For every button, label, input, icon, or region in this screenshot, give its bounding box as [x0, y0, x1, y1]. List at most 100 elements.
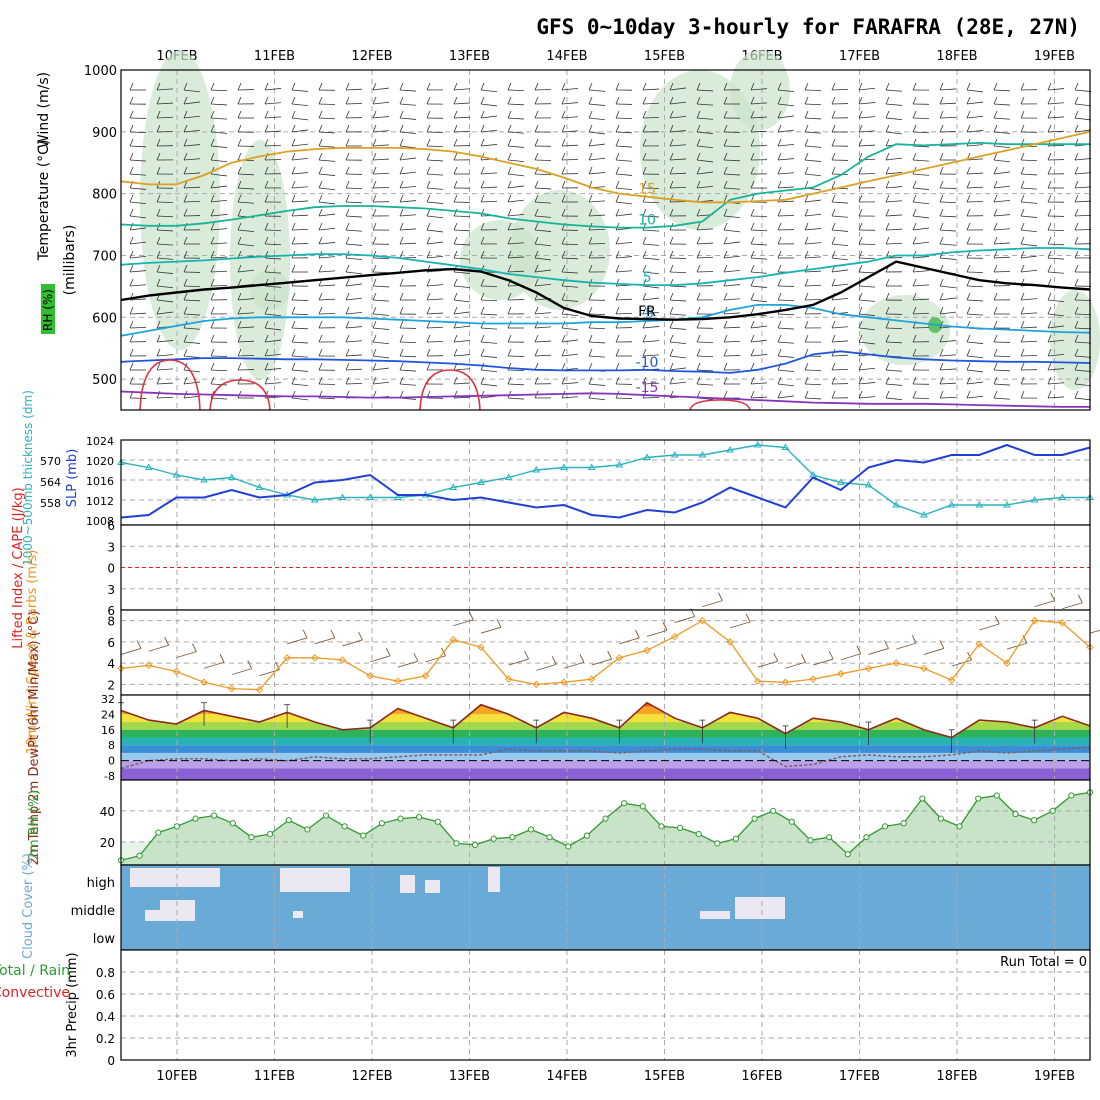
rh-point [993, 792, 1000, 799]
wind-barb [777, 186, 795, 189]
wind-barb [1034, 600, 1055, 608]
wind-barb [129, 312, 147, 315]
wind-barb-flag [183, 138, 188, 147]
wind-barb [858, 158, 876, 161]
wind-barb [237, 173, 255, 176]
wind-barb-flag [777, 152, 782, 161]
wind-barb-flag [831, 390, 836, 399]
rh-point [266, 830, 274, 838]
wind-barb-flag [723, 124, 728, 133]
wind-barb-flag [1074, 124, 1079, 133]
wind-barb [1089, 629, 1100, 634]
wind-barb [318, 313, 336, 315]
wind-barb [210, 173, 228, 177]
wind-barb [561, 299, 579, 302]
wind-barb [777, 369, 795, 373]
wind-barb [669, 299, 687, 302]
wind-barb-flag [291, 264, 296, 273]
wind-barb [885, 171, 903, 175]
wind-speed-point [200, 678, 208, 686]
wind-barb-flag [804, 138, 809, 147]
wind-barb-flag [291, 222, 296, 231]
wind-barb-flag [993, 250, 998, 259]
cloud-gap [700, 911, 730, 919]
wind-barb-flag [480, 138, 485, 147]
wind-barb-flag [534, 250, 539, 259]
wind-barb-flag [831, 180, 836, 189]
wind-barb [1020, 201, 1038, 204]
wind-barb [291, 327, 309, 330]
wind-barb-flag [237, 236, 242, 245]
wind-barb [480, 369, 498, 373]
wind-barb [696, 117, 714, 120]
wind-barb [426, 131, 444, 133]
thickness-point [1058, 493, 1067, 500]
wind-barb [966, 101, 984, 105]
wind-barb [534, 340, 552, 343]
pressure-tick-label: 1000 [84, 64, 117, 79]
wind-speed-point [560, 678, 568, 686]
wind-barb [561, 158, 579, 161]
wind-barb [1047, 382, 1065, 385]
wind-barb [291, 397, 309, 401]
wind-barb-flag [453, 250, 458, 259]
wind-barb [615, 145, 633, 148]
bottom-date-label: 12FEB [351, 1069, 392, 1084]
wind-barb-flag [723, 222, 728, 231]
wind-barb [696, 341, 714, 343]
wind-barb-flag [183, 96, 188, 105]
wind-barb-flag [507, 124, 512, 133]
wind-barb-flag [156, 362, 161, 371]
wind-barb-flag [318, 124, 323, 133]
top-date-label: 13FEB [449, 49, 490, 64]
wind-barb-flag [210, 264, 215, 273]
wind-barb [858, 299, 876, 302]
wind-barb [210, 89, 228, 92]
wind-barb [507, 242, 525, 245]
wind-barb [318, 227, 336, 231]
wind-barb-flag [318, 222, 323, 231]
wind-barb [1020, 215, 1038, 218]
wind-barb [885, 383, 903, 386]
wind-barb-flag [264, 110, 269, 119]
wind-barb-flag [237, 208, 242, 217]
wind-barb [669, 285, 687, 288]
wind-barb-flag [912, 390, 917, 399]
wind-barb-flag [662, 622, 668, 631]
wind-barb [507, 103, 525, 106]
wind-barb [939, 102, 957, 105]
wind-barb-flag [372, 306, 377, 315]
wind-barb-flag [723, 264, 728, 273]
wind-barb-flag [858, 110, 863, 119]
wind-barb-flag [264, 82, 269, 91]
pressure-axis-title: (millibars) [62, 225, 78, 296]
rh-point [732, 835, 740, 842]
wind-speed-point [781, 678, 790, 686]
wind-barb-flag [318, 180, 323, 189]
wind-barb [129, 255, 147, 259]
wind-barb [750, 299, 768, 303]
wind-barb [939, 88, 957, 91]
wind-barb-flag [264, 180, 269, 189]
rh-point [1030, 817, 1038, 824]
wind-barb [372, 144, 390, 147]
wind-barb-flag [330, 629, 336, 639]
wind-barb-flag [912, 236, 917, 245]
wind-barb-flag [777, 320, 782, 329]
wind-barb [750, 243, 768, 246]
wind-barb-flag [219, 654, 225, 663]
wind-barb [993, 256, 1011, 259]
wind-barb [858, 285, 876, 288]
wind-barb-flag [237, 222, 242, 231]
wind-barb-flag [831, 334, 836, 343]
wind-barb [480, 341, 498, 344]
temperature-band [121, 760, 1090, 769]
wind-barb-flag [912, 180, 917, 189]
wind-barb-flag [318, 138, 323, 147]
wind-barb [939, 257, 957, 260]
wind-barb-flag [183, 348, 188, 357]
wind-barb-flag [723, 250, 728, 259]
wind-barb [399, 242, 417, 245]
wind-barb-flag [669, 138, 674, 147]
wind-barb-flag [745, 613, 751, 623]
